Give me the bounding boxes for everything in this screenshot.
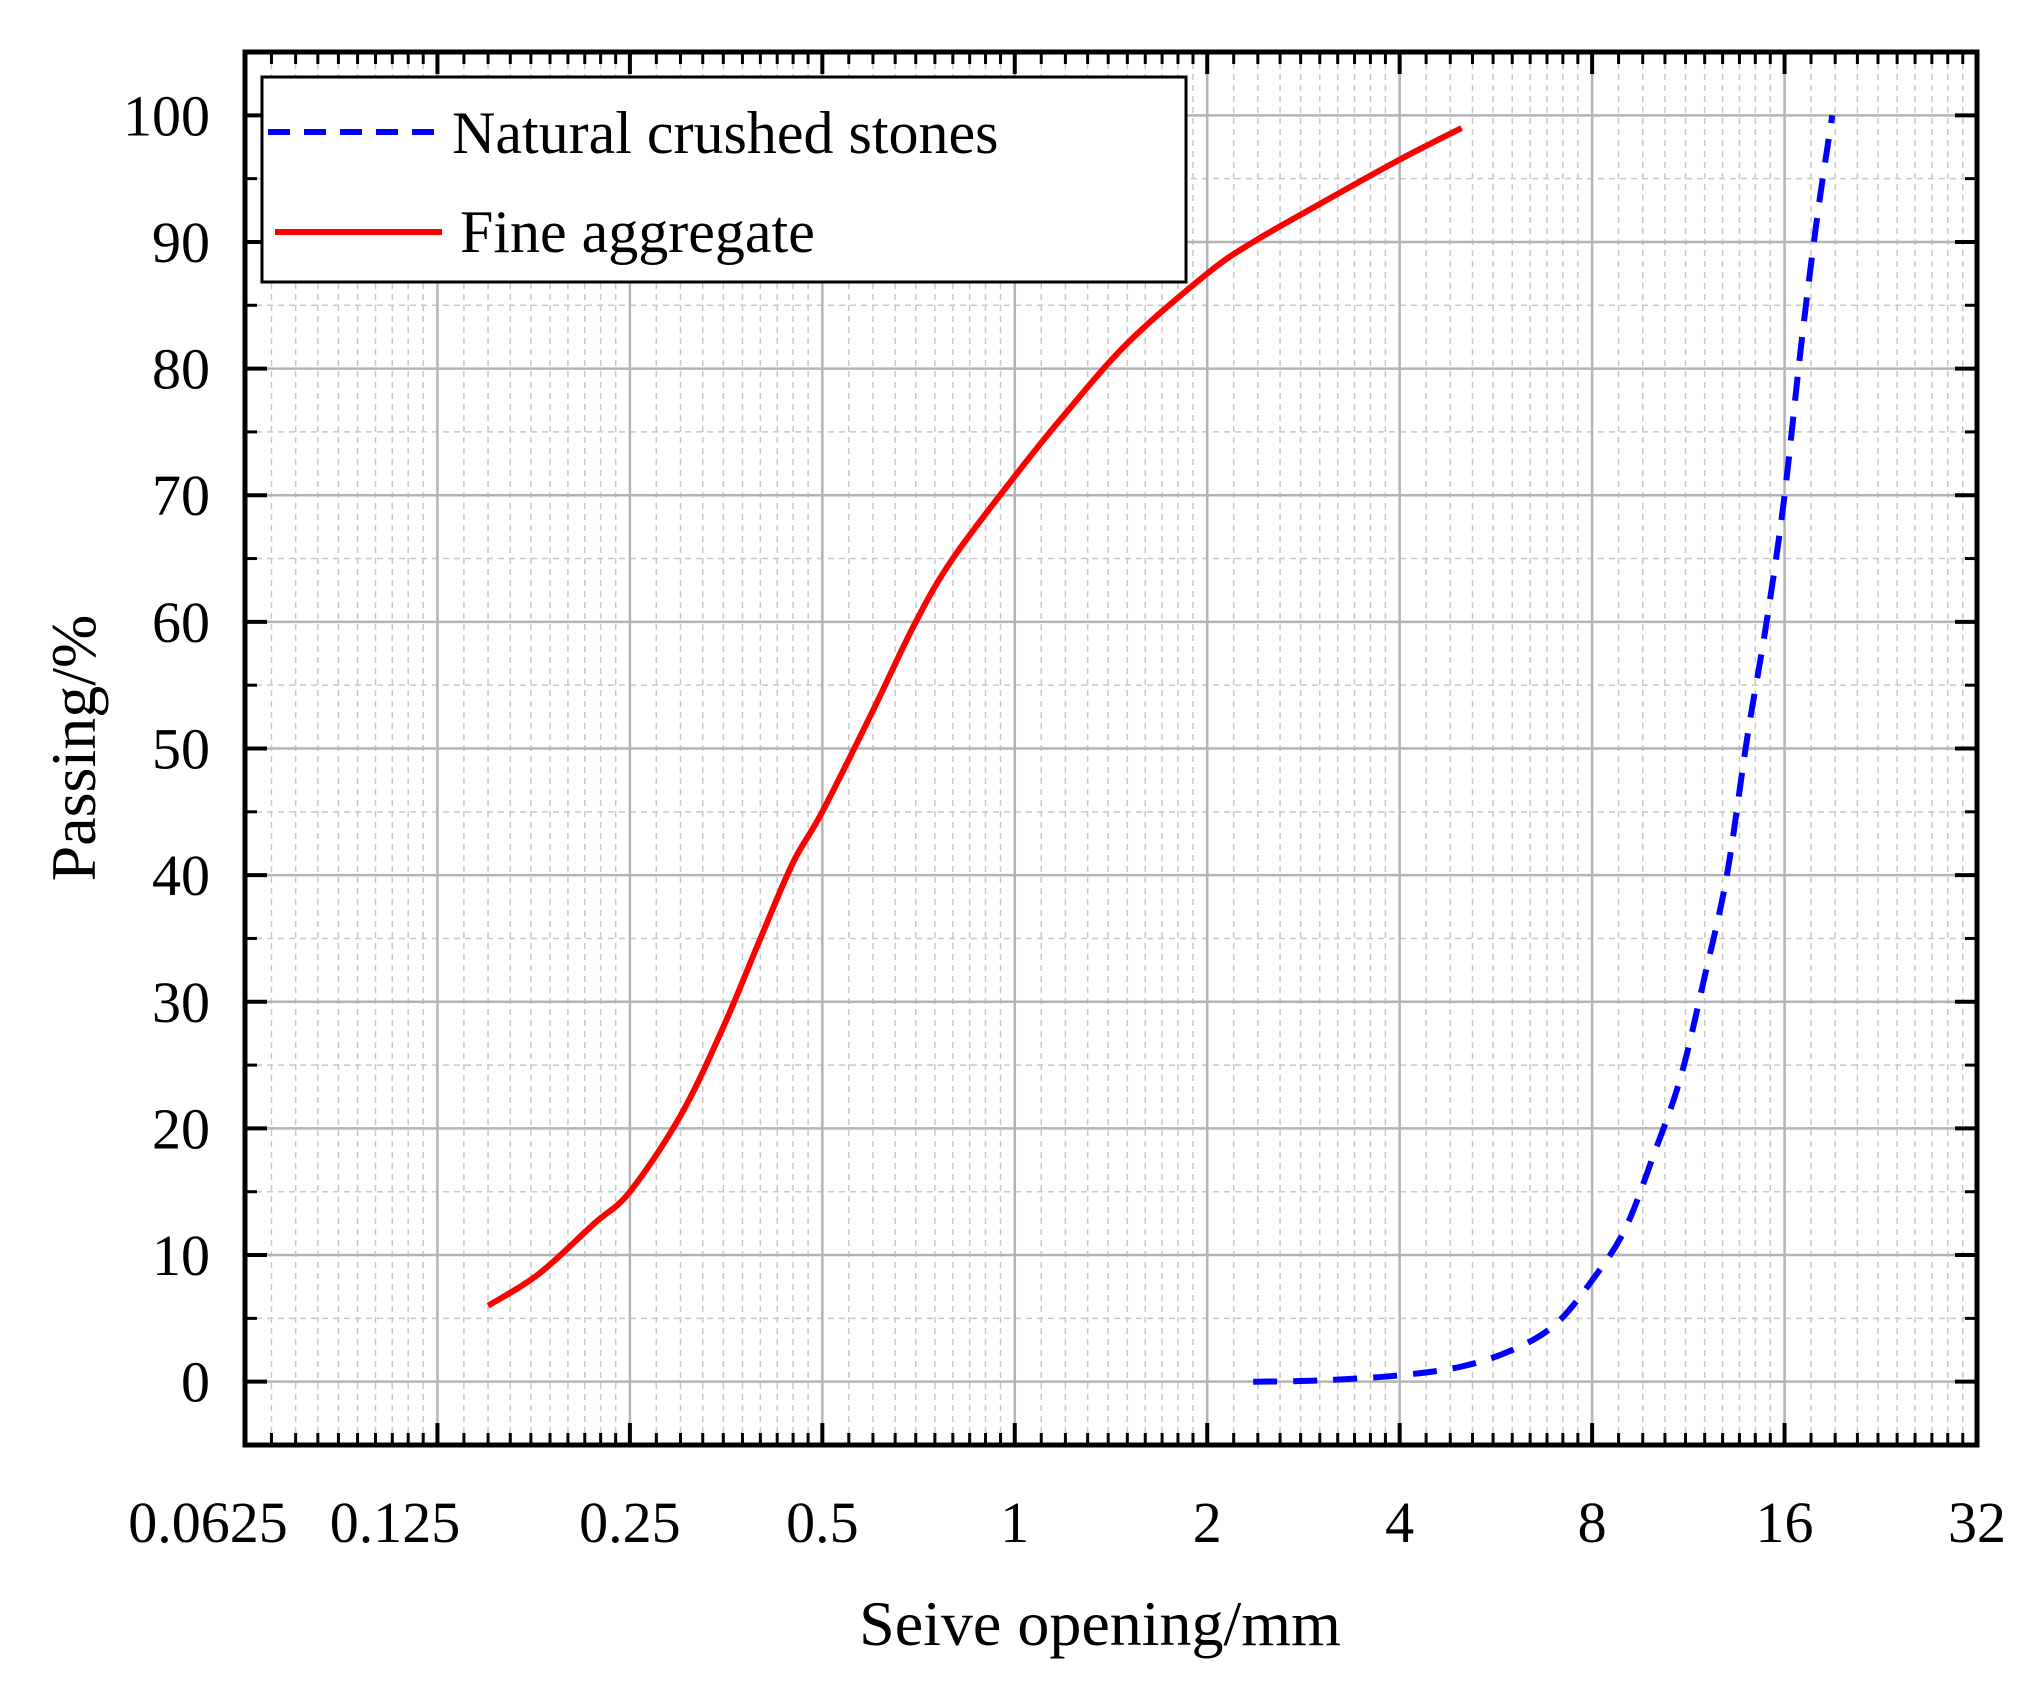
y-axis-title: Passing/% — [38, 615, 109, 882]
x-tick-label: 32 — [1948, 1490, 2006, 1555]
x-tick-label: 0.125 — [330, 1490, 461, 1555]
series-line-fine-aggregate — [486, 125, 1463, 1309]
y-tick-label: 60 — [152, 590, 210, 655]
y-tick-label: 40 — [152, 843, 210, 908]
legend-label-fine-aggregate: Fine aggregate — [460, 199, 815, 265]
y-tick-label: 20 — [152, 1096, 210, 1161]
x-tick-label: 4 — [1385, 1490, 1414, 1555]
x-tick-label: 0.25 — [579, 1490, 681, 1555]
y-tick-label: 50 — [152, 717, 210, 782]
tick-labels: 0.0625 0.125 0.25 0.5 1 2 4 8 16 32 0 10 20 30 40 50 60 7… — [123, 83, 2006, 1555]
x-tick-label: 8 — [1578, 1490, 1607, 1555]
series-line-natural-crushed-stones — [1253, 114, 1836, 1385]
y-tick-label: 70 — [152, 463, 210, 528]
x-tick-label: 0.0625 — [128, 1490, 288, 1555]
legend-box — [260, 75, 1188, 284]
y-tick-label: 80 — [152, 337, 210, 402]
x-tick-label: 2 — [1193, 1490, 1222, 1555]
series-layer — [486, 114, 1836, 1385]
ticks-layer — [243, 52, 1979, 1445]
legend: Natural crushed stones Fine aggregate — [260, 75, 1188, 284]
y-tick-label: 0 — [181, 1350, 210, 1415]
y-tick-label: 10 — [152, 1223, 210, 1288]
x-tick-label: 0.5 — [786, 1490, 859, 1555]
x-axis-title: Seive opening/mm — [859, 1588, 1341, 1659]
y-tick-label: 30 — [152, 970, 210, 1035]
legend-label-natural-crushed-stones: Natural crushed stones — [452, 100, 999, 166]
x-tick-label: 1 — [1000, 1490, 1029, 1555]
y-tick-label: 100 — [123, 83, 210, 148]
y-tick-label: 90 — [152, 210, 210, 275]
x-tick-label: 16 — [1756, 1490, 1814, 1555]
